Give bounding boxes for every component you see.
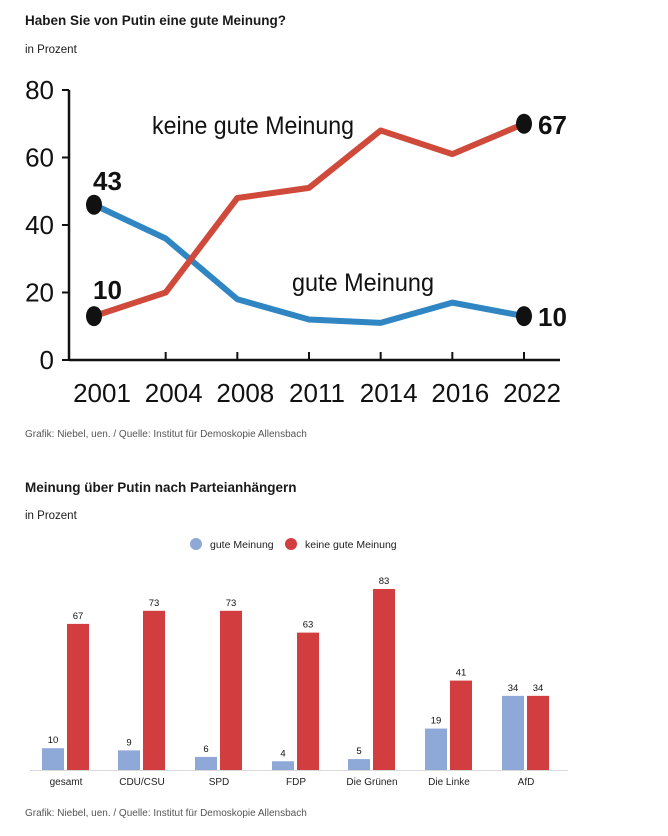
bar-gute-meinung — [195, 756, 217, 770]
bar-keine-gute-meinung — [373, 589, 395, 770]
bar-value-label: 67 — [73, 611, 84, 622]
category-label: gesamt — [50, 777, 83, 788]
bar-gute-meinung — [348, 759, 370, 770]
bar-keine-gute-meinung — [297, 632, 319, 770]
bar-gute-meinung — [42, 748, 64, 770]
bar-chart-caption: Grafik: Niebel, uen. / Quelle: Institut … — [25, 808, 307, 819]
y-tick-label: 0 — [40, 345, 54, 375]
y-tick-label: 60 — [25, 143, 54, 173]
line-chart-subtitle: in Prozent — [25, 44, 77, 56]
bar-value-label: 63 — [303, 620, 314, 631]
bar-value-label: 83 — [379, 576, 390, 587]
series-annotation-gute-meinung: gute Meinung — [292, 269, 434, 297]
bar-chart-subtitle: in Prozent — [25, 510, 77, 522]
category-label: CDU/CSU — [119, 777, 165, 788]
bar-value-label: 19 — [431, 716, 442, 727]
y-tick-label: 40 — [25, 210, 54, 240]
bar-value-label: 34 — [508, 683, 519, 694]
x-tick-label: 2001 — [73, 378, 131, 408]
bar-value-label: 4 — [280, 748, 285, 759]
legend-marker-gute-meinung — [190, 538, 202, 550]
bar-value-label: 41 — [456, 668, 467, 679]
bar-value-label: 5 — [356, 746, 361, 757]
bar-value-label: 73 — [226, 598, 237, 609]
start-point-marker — [86, 306, 102, 327]
end-value-label: 67 — [538, 110, 567, 140]
category-label: AfD — [518, 777, 535, 788]
bar-value-label: 9 — [126, 737, 131, 748]
legend-marker-keine-gute-meinung — [285, 538, 297, 550]
bar-gute-meinung — [118, 750, 140, 770]
line-chart-title: Haben Sie von Putin eine gute Meinung? — [25, 13, 287, 28]
category-label: SPD — [209, 777, 230, 788]
bar-keine-gute-meinung — [220, 610, 242, 770]
x-tick-label: 2008 — [216, 378, 274, 408]
bar-keine-gute-meinung — [143, 610, 165, 770]
end-point-marker — [516, 113, 532, 134]
bar-chart-title: Meinung über Putin nach Parteianhängern — [25, 480, 297, 495]
bar-gute-meinung — [425, 728, 447, 770]
category-label: FDP — [286, 777, 306, 788]
bar-gute-meinung — [502, 695, 524, 770]
y-tick-label: 80 — [25, 75, 54, 105]
x-tick-label: 2004 — [145, 378, 203, 408]
end-value-label: 10 — [538, 302, 567, 332]
bar-value-label: 6 — [203, 744, 208, 755]
bar-keine-gute-meinung — [450, 680, 472, 770]
line-chart-caption: Grafik: Niebel, uen. / Quelle: Institut … — [25, 429, 307, 440]
y-tick-label: 20 — [25, 278, 54, 308]
start-point-marker — [86, 194, 102, 215]
legend-label-gute-meinung: gute Meinung — [210, 539, 274, 551]
end-point-marker — [516, 306, 532, 327]
start-value-label: 43 — [93, 166, 122, 196]
bar-value-label: 10 — [48, 735, 59, 746]
legend-label-keine-gute-meinung: keine gute Meinung — [305, 539, 397, 551]
bar-value-label: 73 — [149, 598, 160, 609]
category-label: Die Linke — [428, 777, 470, 788]
bar-value-label: 34 — [533, 683, 544, 694]
bar-keine-gute-meinung — [527, 695, 549, 770]
start-value-label: 10 — [93, 275, 122, 305]
category-label: Die Grünen — [346, 777, 397, 788]
line-chart: 0 20 40 60 80 2001 2004 2008 2011 2014 2016 2022 43 1… — [25, 75, 567, 408]
x-tick-label: 2011 — [289, 378, 345, 408]
bar-keine-gute-meinung — [67, 623, 89, 770]
x-tick-label: 2022 — [503, 378, 561, 408]
x-tick-label: 2014 — [360, 378, 418, 408]
series-line-gute-meinung — [91, 201, 527, 326]
x-tick-label: 2016 — [431, 378, 489, 408]
series-annotation-keine-gute-meinung: keine gute Meinung — [152, 112, 354, 140]
bar-gute-meinung — [272, 761, 294, 770]
series-line-keine-gute-meinung — [91, 120, 527, 320]
